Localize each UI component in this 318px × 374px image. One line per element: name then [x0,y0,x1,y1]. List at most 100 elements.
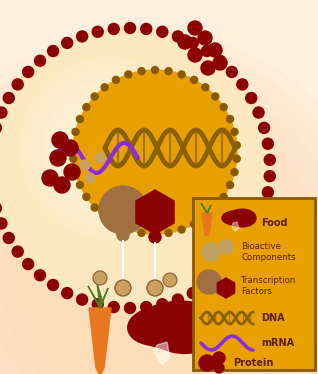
Circle shape [213,56,227,70]
Circle shape [237,79,248,90]
Circle shape [201,46,212,56]
Circle shape [214,363,224,373]
Circle shape [226,258,237,270]
Circle shape [72,128,79,135]
Text: mRNA: mRNA [261,338,294,348]
Circle shape [190,76,197,83]
Circle shape [208,43,222,57]
Polygon shape [89,308,111,374]
Circle shape [91,93,98,100]
Circle shape [0,203,1,214]
Circle shape [214,270,225,281]
Circle shape [178,71,185,78]
Circle shape [92,26,103,37]
Text: Protein: Protein [233,358,273,368]
Circle shape [165,229,172,236]
Circle shape [101,213,108,220]
Circle shape [23,258,34,270]
Circle shape [259,122,270,134]
Circle shape [157,26,168,37]
Ellipse shape [65,103,155,193]
Text: Food: Food [261,218,287,228]
Circle shape [246,233,257,243]
Text: Bioactive
Components: Bioactive Components [241,242,296,262]
Ellipse shape [0,105,315,374]
Circle shape [108,301,119,313]
Circle shape [237,246,248,257]
Ellipse shape [90,230,190,330]
Ellipse shape [128,267,153,292]
Circle shape [201,279,212,291]
Circle shape [138,229,145,236]
Circle shape [92,299,103,310]
Circle shape [64,164,80,180]
Circle shape [212,204,219,211]
Circle shape [95,153,105,163]
Ellipse shape [40,180,240,374]
Polygon shape [232,222,239,231]
Circle shape [35,270,45,281]
Circle shape [113,221,120,228]
Circle shape [151,67,158,74]
Circle shape [187,288,198,298]
Circle shape [188,48,202,62]
Ellipse shape [43,80,177,215]
Ellipse shape [0,30,318,374]
Polygon shape [128,301,220,353]
Polygon shape [136,190,174,234]
Ellipse shape [46,84,214,252]
Circle shape [227,116,234,123]
Circle shape [188,21,202,35]
FancyBboxPatch shape [193,198,315,370]
Circle shape [76,116,83,123]
Circle shape [233,155,240,162]
Circle shape [0,28,270,308]
Ellipse shape [93,131,167,205]
Ellipse shape [0,92,318,374]
Polygon shape [88,286,100,308]
Ellipse shape [0,28,270,308]
Ellipse shape [3,142,278,374]
Circle shape [42,170,58,186]
Circle shape [202,84,209,91]
Circle shape [35,55,45,66]
Circle shape [141,24,152,34]
Circle shape [187,37,198,48]
Ellipse shape [31,69,189,227]
Circle shape [163,273,177,287]
Polygon shape [217,278,235,298]
Circle shape [151,230,158,237]
Ellipse shape [27,168,252,374]
Ellipse shape [9,47,251,289]
Ellipse shape [0,43,318,374]
Ellipse shape [0,80,318,374]
Circle shape [12,79,23,90]
Circle shape [199,355,215,371]
Ellipse shape [121,159,139,177]
Polygon shape [207,205,211,213]
Ellipse shape [99,137,121,159]
Ellipse shape [27,65,233,271]
Circle shape [190,221,197,228]
Circle shape [149,231,161,243]
Circle shape [262,138,273,149]
Circle shape [0,122,1,134]
Circle shape [117,229,129,241]
Polygon shape [201,203,207,213]
Ellipse shape [20,58,200,238]
Ellipse shape [78,218,203,343]
Ellipse shape [65,103,195,233]
Circle shape [99,186,147,234]
Ellipse shape [37,75,223,261]
Circle shape [125,303,135,313]
Circle shape [253,107,264,118]
Circle shape [72,169,79,176]
Ellipse shape [102,242,177,318]
Circle shape [48,46,59,56]
Circle shape [141,301,152,313]
Circle shape [227,181,234,188]
Circle shape [48,279,59,291]
Circle shape [125,71,132,78]
Circle shape [76,181,83,188]
Ellipse shape [102,140,158,196]
